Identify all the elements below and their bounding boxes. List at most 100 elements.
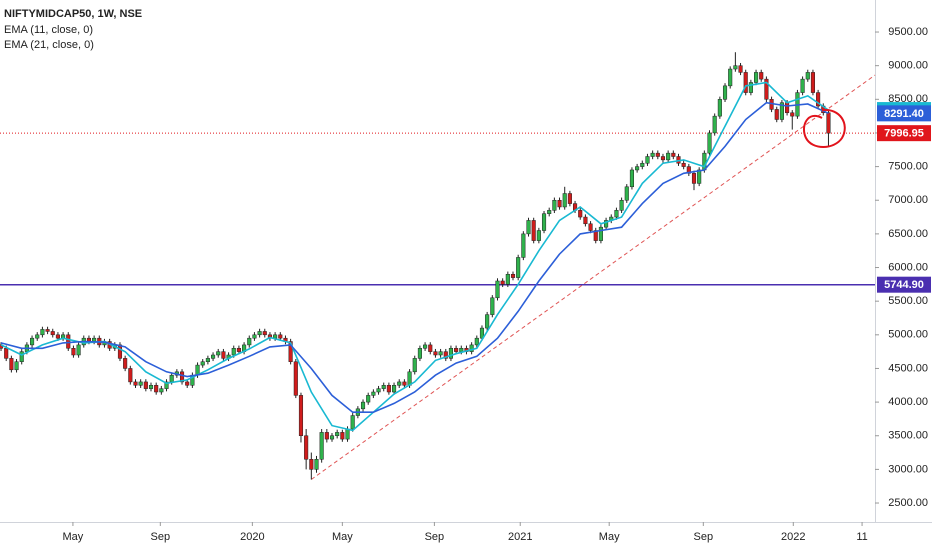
- candle-body: [205, 358, 210, 362]
- candle-body: [154, 385, 159, 393]
- candle-body: [660, 156, 666, 161]
- candle-body: [4, 348, 9, 359]
- x-tick-label: May: [599, 531, 620, 543]
- candle-body: [423, 344, 428, 349]
- y-tick-label: 9000.00: [888, 60, 928, 72]
- candle-body: [159, 388, 164, 393]
- candle-body: [666, 152, 671, 161]
- y-tick-label: 4000.00: [888, 396, 928, 408]
- candle-body: [329, 435, 335, 440]
- y-tick-label: 3000.00: [888, 463, 928, 475]
- x-tick-label: Sep: [694, 531, 714, 543]
- candle-body: [495, 280, 500, 299]
- candle-body: [298, 395, 304, 436]
- candle-body: [273, 334, 278, 339]
- candle-body: [288, 341, 293, 362]
- trendline: [311, 74, 876, 480]
- candle-body: [143, 381, 148, 389]
- candle-body: [650, 152, 655, 157]
- level-price-tag: [877, 276, 931, 293]
- candle-body: [340, 432, 345, 440]
- candle-body: [826, 112, 831, 134]
- candle-body: [624, 186, 629, 201]
- candle-body: [71, 348, 76, 356]
- chart-title: NIFTYMIDCAP50, 1W, NSE: [4, 8, 142, 20]
- y-tick-label: 7000.00: [888, 194, 928, 206]
- candle-body: [598, 226, 603, 241]
- plot-area: [0, 52, 876, 480]
- candle-body: [376, 388, 381, 393]
- candle-body: [655, 152, 660, 157]
- candle-body: [712, 115, 717, 134]
- candle-body: [686, 166, 691, 174]
- candle-body: [164, 381, 169, 389]
- candle-body: [728, 68, 733, 87]
- ema-line: [0, 81, 829, 432]
- x-tick-label: Sep: [425, 531, 445, 543]
- highlight-circle: [803, 108, 846, 148]
- candle-body: [552, 199, 557, 211]
- candle-body: [179, 371, 185, 383]
- candle-body: [417, 348, 422, 359]
- candle-body: [645, 156, 650, 164]
- candle-body: [759, 72, 764, 80]
- candle-body: [733, 65, 738, 70]
- candle-body: [278, 334, 283, 339]
- candle-body: [200, 361, 205, 366]
- candle-body: [262, 331, 267, 336]
- candle-body: [128, 368, 133, 383]
- candle-body: [438, 351, 443, 356]
- candle-body: [593, 230, 598, 241]
- candle-body: [257, 331, 262, 336]
- candle-body: [40, 329, 45, 336]
- candle-body: [304, 435, 309, 460]
- y-tick-label: 9500.00: [888, 26, 928, 38]
- candle-body: [510, 274, 516, 278]
- ema-price-tag: [877, 105, 931, 122]
- candle-body: [717, 99, 722, 117]
- candle-body: [805, 72, 810, 80]
- candle-body: [816, 92, 821, 107]
- last-price-tag-label: 7996.95: [884, 128, 924, 140]
- candle-body: [505, 274, 510, 285]
- candle-body: [779, 102, 784, 120]
- x-tick-label: 2021: [508, 531, 532, 543]
- candle-body: [386, 385, 391, 393]
- candle-body: [314, 459, 319, 470]
- candle-body: [531, 220, 536, 241]
- candle-body: [50, 331, 55, 336]
- candle-body: [567, 193, 572, 204]
- candle-body: [236, 348, 241, 352]
- x-tick-label: 2022: [781, 531, 805, 543]
- candle-body: [123, 358, 128, 369]
- candle-body: [428, 344, 433, 352]
- candle-body: [800, 78, 805, 93]
- candle-body: [35, 334, 40, 339]
- y-tick-label: 7500.00: [888, 161, 928, 173]
- candle-body: [785, 102, 790, 114]
- candle-body: [459, 348, 464, 352]
- candle-body: [293, 361, 298, 396]
- last-price-tag: [877, 125, 931, 142]
- candle-body: [635, 166, 640, 171]
- overlay: [803, 108, 846, 148]
- ema-price-tag-label: 8291.40: [884, 108, 924, 120]
- candle-body: [19, 351, 24, 362]
- candle-body: [521, 233, 526, 258]
- candle-body: [433, 351, 438, 356]
- candle-body: [619, 199, 624, 211]
- x-tick-label: Sep: [151, 531, 171, 543]
- candle-body: [247, 337, 252, 346]
- candle-body: [221, 351, 226, 359]
- candle-body: [309, 459, 314, 470]
- candle-body: [697, 169, 702, 184]
- candle-body: [381, 385, 386, 389]
- candle-body: [681, 162, 686, 167]
- candle-body: [169, 374, 174, 383]
- candle-body: [138, 381, 143, 386]
- candle-body: [754, 72, 759, 83]
- candle-body: [448, 348, 453, 359]
- candle-body: [412, 358, 417, 373]
- candle-body: [397, 381, 402, 386]
